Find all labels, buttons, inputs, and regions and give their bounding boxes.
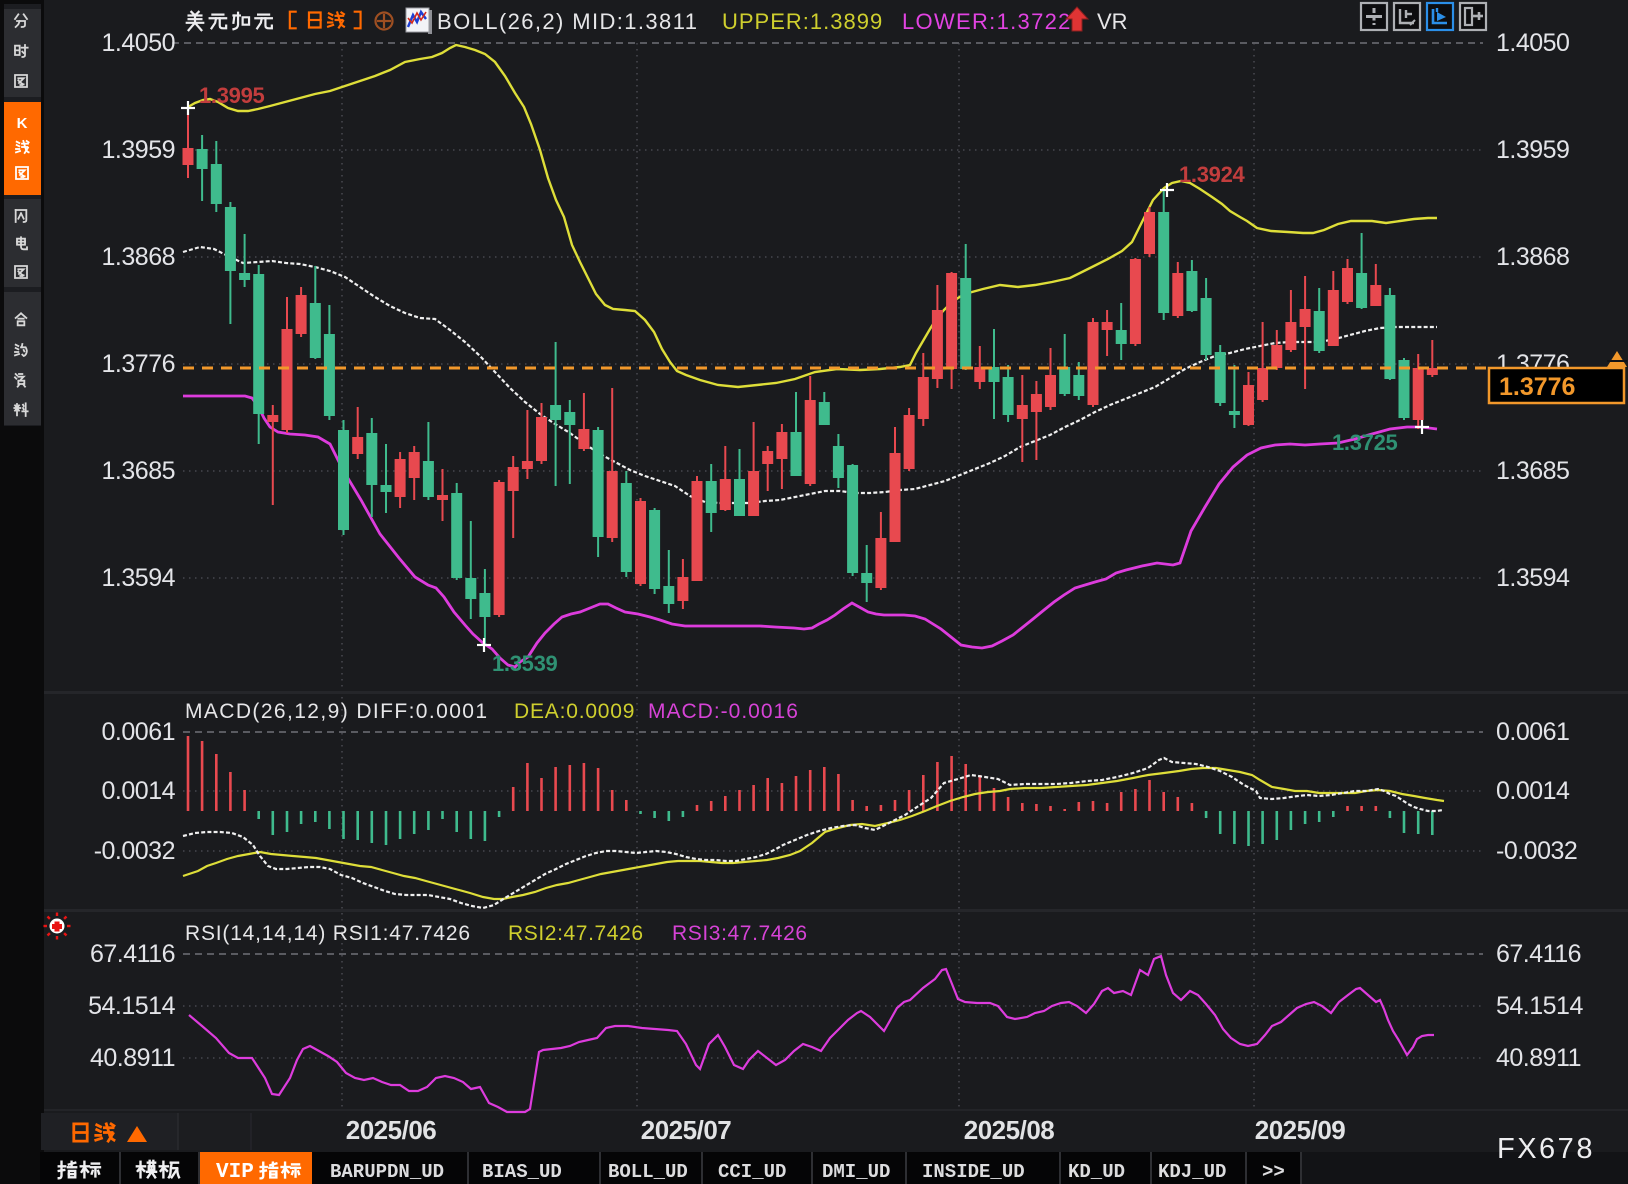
svg-text:1.3776: 1.3776 [102, 350, 175, 378]
svg-text:1.3776: 1.3776 [1499, 373, 1575, 401]
svg-text:UPPER:1.3899: UPPER:1.3899 [722, 9, 883, 34]
svg-text:1.3725: 1.3725 [1332, 430, 1398, 455]
svg-text:40.8911: 40.8911 [90, 1044, 175, 1072]
svg-text:BOLL(26,2) MID:1.3811: BOLL(26,2) MID:1.3811 [437, 9, 698, 34]
svg-text:INSIDE_UD: INSIDE_UD [922, 1161, 1025, 1183]
svg-text:54.1514: 54.1514 [1496, 992, 1583, 1020]
svg-text:DEA:0.0009: DEA:0.0009 [514, 700, 635, 723]
svg-text:VR: VR [1097, 9, 1128, 34]
svg-text:1.3685: 1.3685 [102, 457, 175, 485]
svg-text:BOLL_UD: BOLL_UD [608, 1161, 688, 1183]
svg-text:1.4050: 1.4050 [1496, 29, 1569, 57]
svg-text:2025/07: 2025/07 [641, 1115, 732, 1145]
svg-text:-0.0032: -0.0032 [1496, 837, 1577, 865]
svg-text:1.3959: 1.3959 [102, 136, 175, 164]
svg-text:RSI3:47.7426: RSI3:47.7426 [672, 922, 808, 945]
svg-text:1.3868: 1.3868 [1496, 243, 1569, 271]
svg-text:RSI2:47.7426: RSI2:47.7426 [508, 922, 644, 945]
svg-text:KD_UD: KD_UD [1068, 1161, 1125, 1183]
svg-text:1.3959: 1.3959 [1496, 136, 1569, 164]
svg-text:2025/09: 2025/09 [1255, 1115, 1346, 1145]
svg-text:0.0061: 0.0061 [102, 718, 175, 746]
svg-text:1.3685: 1.3685 [1496, 457, 1569, 485]
svg-text:1.3594: 1.3594 [1496, 564, 1570, 592]
svg-text:MACD(26,12,9) DIFF:0.0001: MACD(26,12,9) DIFF:0.0001 [185, 700, 488, 723]
svg-text:BARUPDN_UD: BARUPDN_UD [330, 1161, 444, 1183]
svg-text:LOWER:1.3722: LOWER:1.3722 [902, 9, 1072, 34]
svg-text:1.3868: 1.3868 [102, 243, 175, 271]
svg-text:0.0014: 0.0014 [1496, 777, 1570, 805]
svg-text:KDJ_UD: KDJ_UD [1158, 1161, 1226, 1183]
svg-text:40.8911: 40.8911 [1496, 1044, 1581, 1072]
svg-text:1.3924: 1.3924 [1179, 162, 1246, 187]
svg-text:1.4050: 1.4050 [102, 29, 175, 57]
svg-text:K: K [17, 115, 28, 132]
svg-text:>>: >> [1262, 1161, 1285, 1183]
svg-text:-0.0032: -0.0032 [94, 837, 175, 865]
svg-text:54.1514: 54.1514 [88, 992, 175, 1020]
svg-text:DMI_UD: DMI_UD [822, 1161, 890, 1183]
svg-text:1.3594: 1.3594 [102, 564, 176, 592]
svg-text:1.3995: 1.3995 [199, 83, 265, 108]
svg-text:FX678: FX678 [1497, 1133, 1595, 1165]
svg-text:2025/06: 2025/06 [346, 1115, 437, 1145]
svg-text:BIAS_UD: BIAS_UD [482, 1161, 562, 1183]
svg-text:67.4116: 67.4116 [1496, 940, 1581, 968]
svg-text:CCI_UD: CCI_UD [718, 1161, 786, 1183]
svg-text:VIP: VIP [216, 1161, 254, 1184]
svg-text:0.0014: 0.0014 [102, 777, 176, 805]
svg-text:1.3539: 1.3539 [492, 651, 558, 676]
svg-text:0.0061: 0.0061 [1496, 718, 1569, 746]
svg-text:MACD:-0.0016: MACD:-0.0016 [648, 700, 799, 723]
svg-text:RSI(14,14,14) RSI1:47.7426: RSI(14,14,14) RSI1:47.7426 [185, 922, 471, 945]
svg-text:67.4116: 67.4116 [90, 940, 175, 968]
svg-text:2025/08: 2025/08 [964, 1115, 1055, 1145]
